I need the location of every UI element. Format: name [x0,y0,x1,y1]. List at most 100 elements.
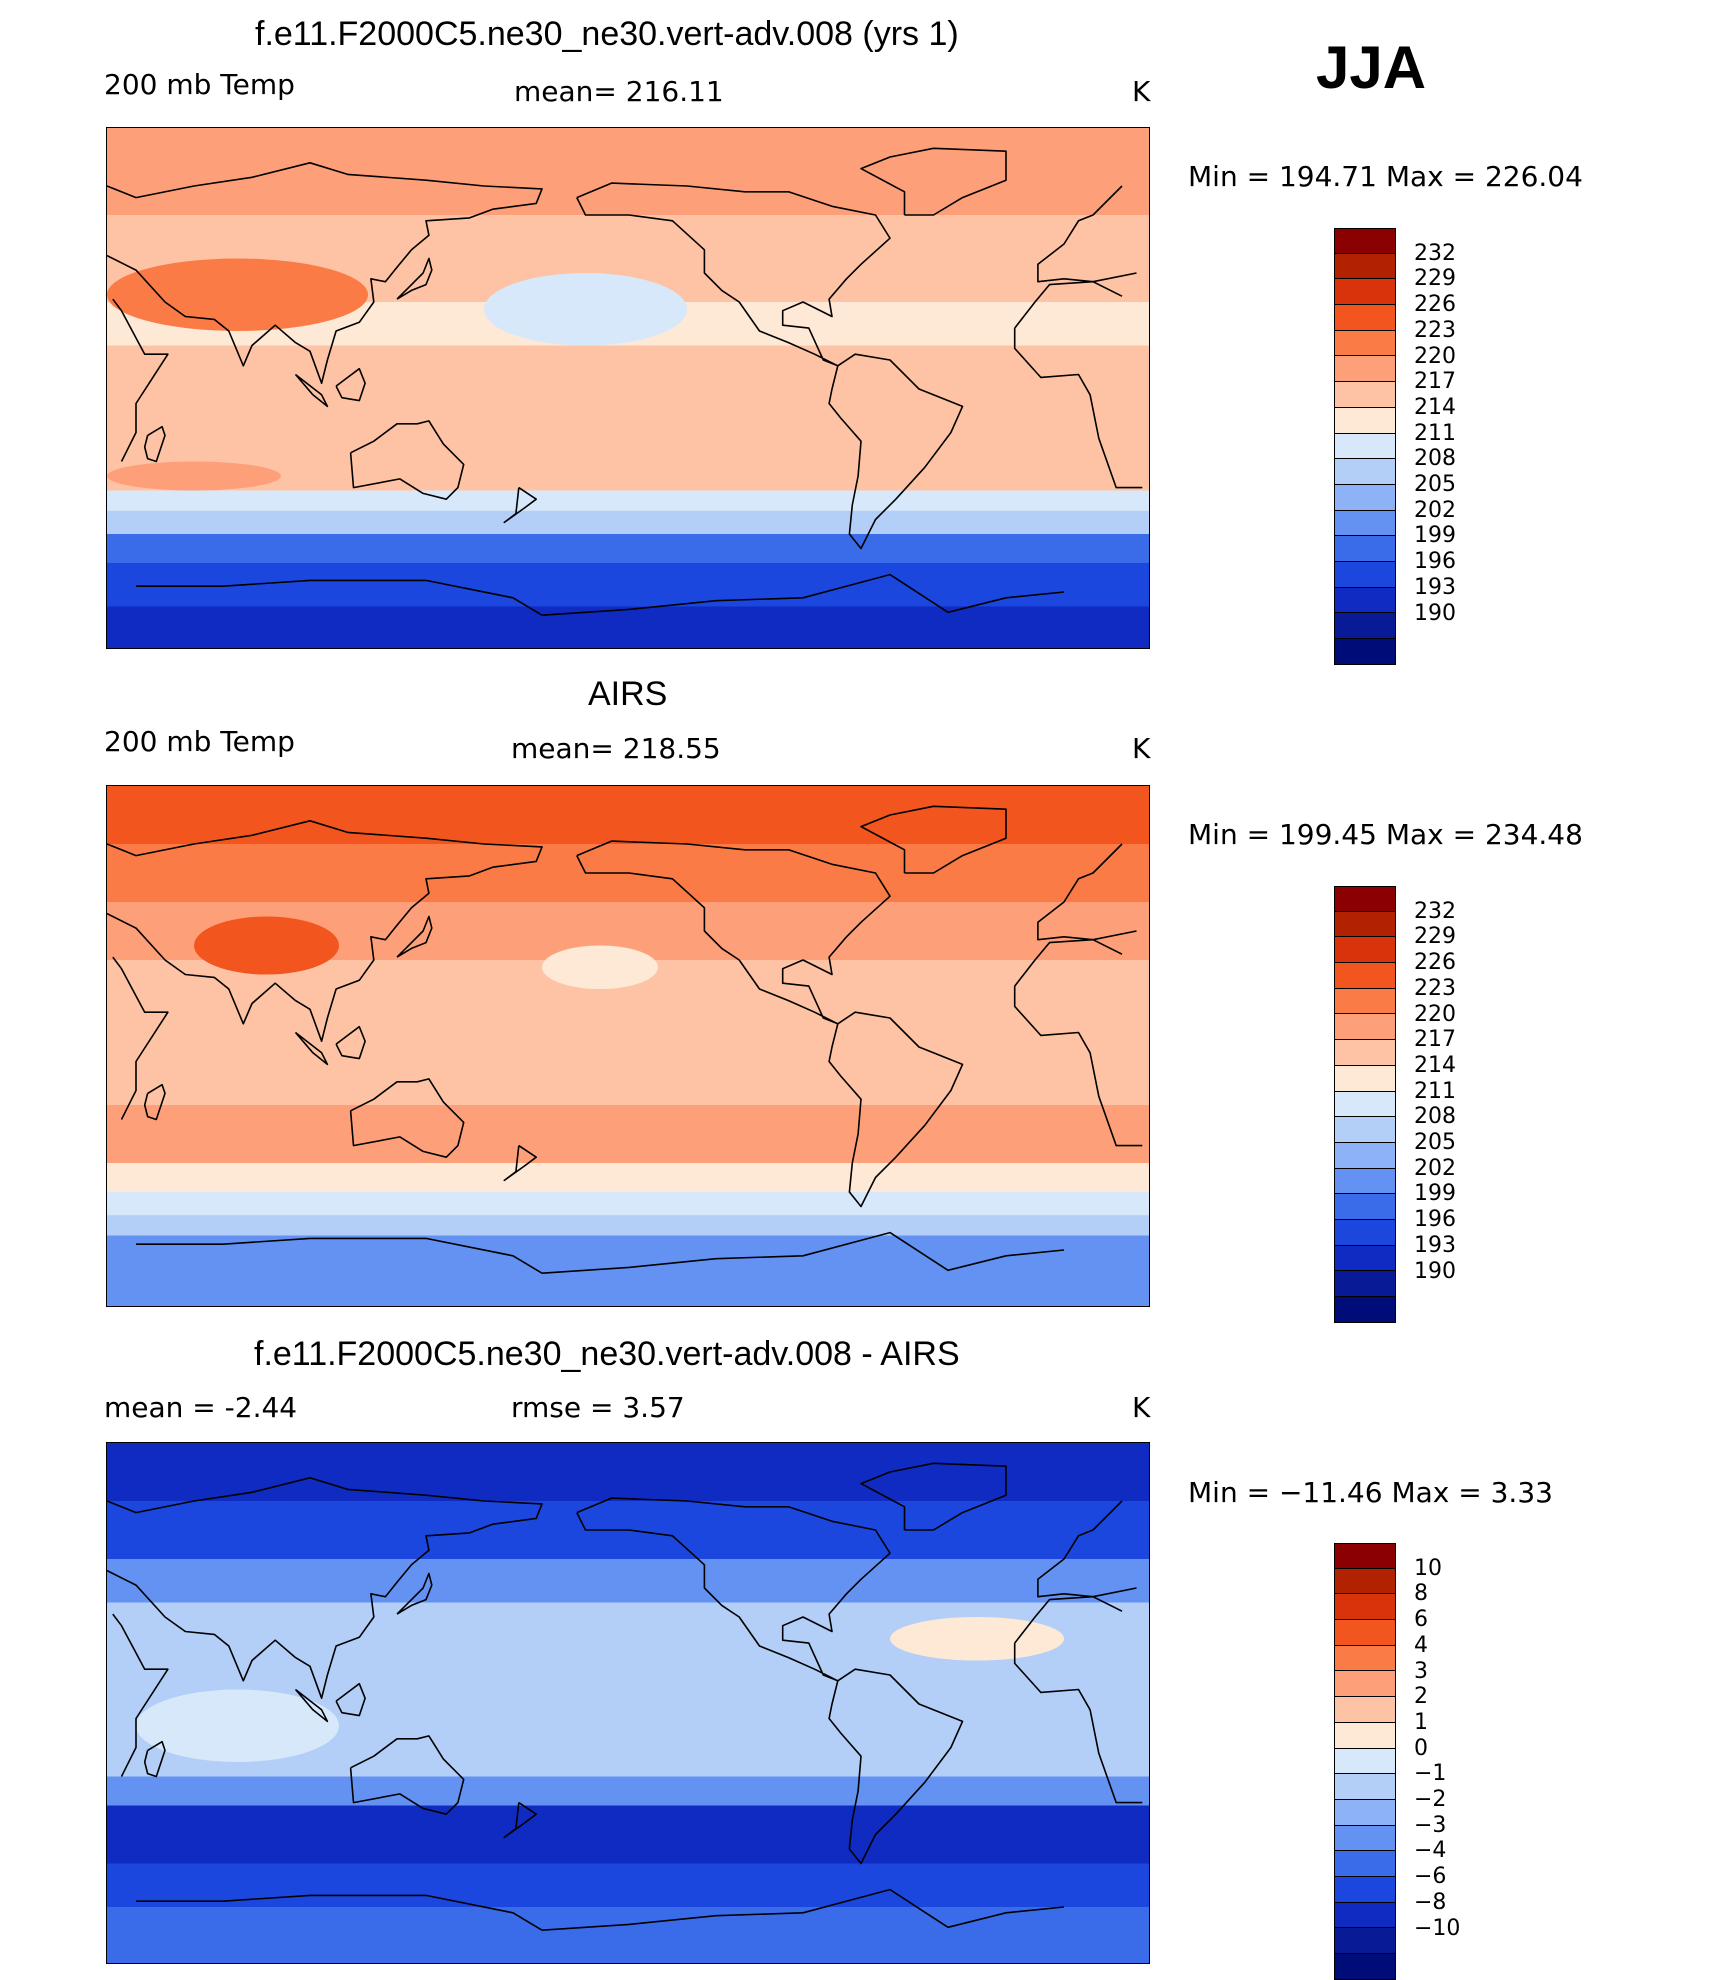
colorbar-tick-label: −1 [1414,1761,1447,1787]
colorbar-tick-label: 2 [1414,1684,1428,1710]
colorbar-tick-label: 208 [1414,446,1456,472]
coastline-6-0 [860,147,1007,216]
coastline-11-0 [503,1801,538,1839]
coastline-7-0 [396,915,433,958]
colorbar-tick-label: 205 [1414,1130,1456,1155]
colorbar-tick-label: −10 [1414,1915,1461,1941]
colorbar-tick-label: −4 [1414,1838,1447,1864]
colorbar-tick-label: 190 [1414,600,1456,626]
panel-1-title: f.e11.F2000C5.ne30_ne30.vert-adv.008 (yr… [255,15,959,53]
coastline-11-0 [503,1144,538,1182]
panel-2-units: K [1132,732,1151,765]
coastline-6-0 [860,1462,1007,1531]
panel-1-map [106,127,1150,649]
panel-3-map [106,1442,1150,1964]
colorbar-tick-label: 226 [1414,292,1456,318]
coastline-5-1 [136,1894,543,1931]
contour-band-7 [107,1907,1149,1963]
contour-feature-1 [890,1617,1064,1661]
colorbar-tick-label: 0 [1414,1735,1428,1761]
coastline-11-0 [503,486,538,524]
contour-band-6 [107,1863,1149,1908]
coastline-0-0 [1014,280,1123,329]
colorbar-cell [1334,1722,1396,1749]
contour-band-8 [107,1235,1149,1306]
contour-feature-0 [107,258,368,331]
colorbar-tick-label: 217 [1414,1027,1456,1053]
coastline-5-0 [541,1231,1065,1274]
panel-3-rmse-label: rmse = 3.57 [511,1391,685,1424]
contour-band-5 [107,490,1149,512]
contour-feature-1 [484,273,687,346]
colorbar-tick-label: 202 [1414,1155,1456,1181]
colorbar-tick-label: 214 [1414,394,1456,420]
coastline-5-1 [136,579,543,616]
coastline-5-1 [136,1237,543,1274]
coastline-9-0 [335,367,366,402]
colorbar-cell [1334,1594,1396,1621]
colorbar-cell [1334,937,1396,964]
colorbar-tick-label: 199 [1414,523,1456,549]
colorbar-cell [1334,279,1396,306]
coastline-0-2 [1013,1643,1143,1804]
coastline-1-1 [107,1476,543,1699]
panel-1-units: K [1132,75,1151,108]
panel-2-variable-label: 200 mb Temp [104,725,295,758]
colorbar-tick-label: 193 [1414,1232,1456,1258]
colorbar-cell [1334,407,1396,434]
colorbar-cell [1334,1014,1396,1041]
coastline-4-0 [828,1668,964,1865]
coastline-4-0 [828,1011,964,1208]
colorbar-tick-label: 3 [1414,1658,1428,1684]
colorbar-cell [1334,1245,1396,1272]
colorbar-cell [1334,613,1396,639]
colorbar-tick-label: 214 [1414,1052,1456,1078]
coastline-9-0 [335,1682,366,1717]
contour-band-7 [107,1215,1149,1236]
colorbar-tick-label: 10 [1414,1555,1442,1581]
colorbar-tick-label: 1 [1414,1709,1428,1735]
colorbar-cell [1334,1620,1396,1646]
contour-band-0 [107,1443,1149,1502]
colorbar-cell [1334,1040,1396,1066]
colorbar-tick-label: −2 [1414,1787,1447,1812]
colorbar-cell [1334,561,1396,588]
colorbar-cell [1334,1271,1396,1297]
colorbar-cell [1334,963,1396,989]
colorbar-cell [1334,886,1396,912]
colorbar-cell [1334,1825,1396,1852]
panel-2-mean-label: mean= 218.55 [511,732,721,765]
colorbar-cell [1334,1219,1396,1246]
colorbar-tick-label: 4 [1414,1632,1428,1658]
colorbar-tick-label: 202 [1414,497,1456,523]
panel-1-variable-label: 200 mb Temp [104,68,295,101]
colorbar-cell [1334,330,1396,357]
panel-3-units: K [1132,1391,1151,1424]
colorbar-tick-label: 8 [1414,1581,1428,1607]
panel-2-map [106,785,1150,1307]
colorbar-cell [1334,1671,1396,1698]
colorbar-cell [1334,1091,1396,1118]
colorbar-cell [1334,484,1396,511]
panel-1-mean-label: mean= 216.11 [514,75,724,108]
colorbar-tick-label: 223 [1414,317,1456,343]
colorbar-tick-label: 6 [1414,1607,1428,1633]
colorbar-tick-label: 217 [1414,369,1456,395]
contour-band-3 [107,345,1149,448]
coastline-8-0 [143,1740,166,1778]
colorbar-tick-label: 211 [1414,420,1456,446]
colorbar-cell [1334,1876,1396,1903]
colorbar-cell [1334,911,1396,938]
colorbar-tick-label: 208 [1414,1104,1456,1130]
coastline-2-0 [349,1078,465,1159]
coastline-3-0 [576,840,891,1025]
colorbar-tick-label: −6 [1414,1864,1447,1890]
coastline-1-2 [1037,1500,1123,1598]
coastline-0-0 [1014,938,1123,987]
colorbar-cell [1334,1065,1396,1092]
colorbar-tick-label: 199 [1414,1181,1456,1207]
coastline-1-0 [1092,272,1137,283]
coastline-1-2 [1037,185,1123,283]
coastline-10-0 [294,373,329,408]
colorbar-cell [1334,1117,1396,1143]
